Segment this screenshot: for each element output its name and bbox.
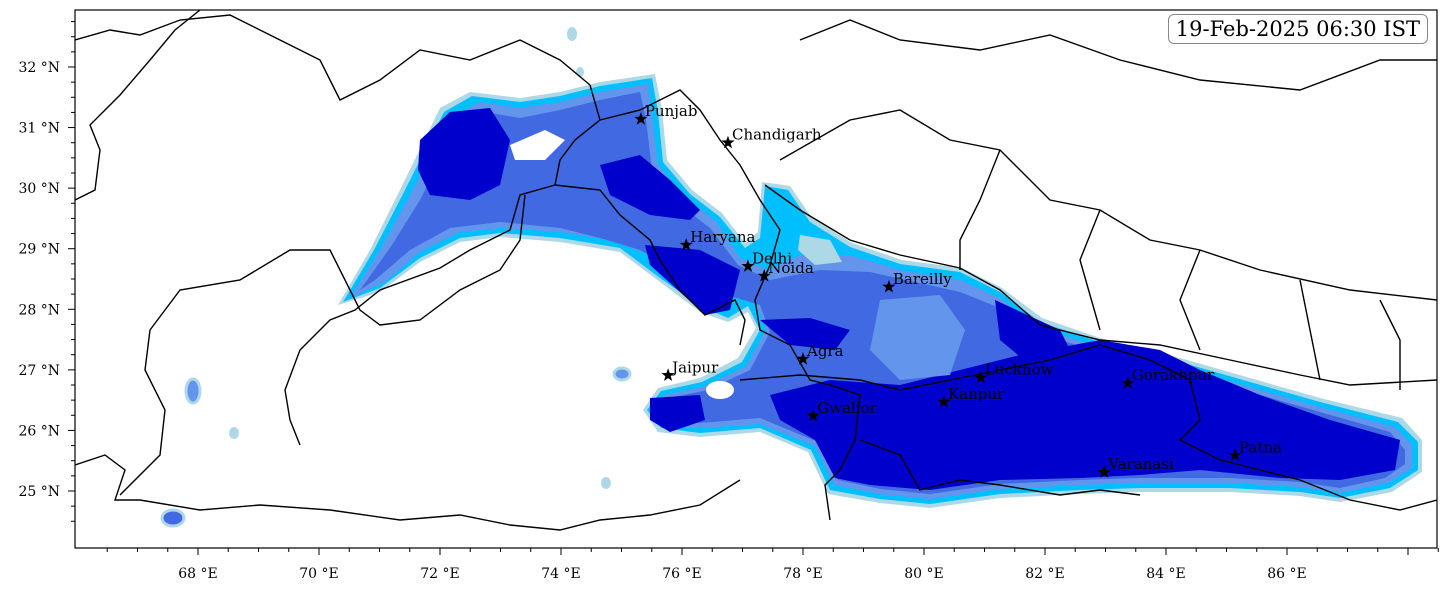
border-line bbox=[779, 109, 1437, 301]
x-tick-label: 68 °E bbox=[178, 566, 217, 582]
x-tick-label: 78 °E bbox=[783, 566, 822, 582]
y-tick-label: 29 °N bbox=[18, 242, 60, 258]
city-marker: Gwalior bbox=[806, 399, 878, 422]
field-blob bbox=[576, 67, 584, 77]
y-tick-label: 32 °N bbox=[18, 60, 60, 76]
x-tick-label: 86 °E bbox=[1267, 566, 1306, 582]
city-label: Gorakhpur bbox=[1132, 366, 1215, 384]
field-level-5 bbox=[770, 340, 1400, 490]
border-line bbox=[119, 329, 166, 496]
field-gap bbox=[510, 130, 565, 160]
field-level-5 bbox=[760, 318, 850, 350]
star-icon bbox=[679, 238, 693, 251]
border-line bbox=[764, 184, 1437, 386]
star-icon bbox=[721, 135, 735, 149]
star-icon bbox=[634, 112, 648, 125]
field-level-5 bbox=[650, 395, 705, 432]
city-marker: Gorakhpur bbox=[1121, 366, 1215, 389]
y-tick-label: 28 °N bbox=[18, 302, 60, 318]
border-line bbox=[75, 10, 201, 201]
city-label: Punjab bbox=[645, 102, 698, 120]
field-level-1 bbox=[798, 235, 842, 265]
city-label: Gwalior bbox=[817, 399, 877, 417]
y-tick-label: 27 °N bbox=[18, 363, 60, 379]
city-marker: Haryana bbox=[679, 228, 756, 251]
field-blob bbox=[612, 366, 632, 382]
field-blob bbox=[567, 27, 577, 41]
city-label: Agra bbox=[806, 342, 844, 360]
star-icon bbox=[882, 279, 896, 293]
axis-ticks: 68 °E 70 °E 72 °E 74 °E 76 °E 78 °E 80 °E 82 °E… bbox=[18, 21, 1439, 582]
city-label: Varanasi bbox=[1107, 455, 1174, 473]
field-blob bbox=[160, 508, 186, 528]
x-tick-label: 84 °E bbox=[1146, 566, 1185, 582]
field-level-5 bbox=[995, 300, 1075, 365]
borders bbox=[75, 10, 1437, 531]
field-level-5 bbox=[600, 155, 700, 220]
city-marker: Jaipur bbox=[661, 358, 719, 381]
city-marker: Kanpur bbox=[937, 385, 1005, 408]
city-marker: Chandigarh bbox=[721, 126, 822, 149]
y-tick-label: 31 °N bbox=[18, 121, 60, 137]
field-level-5 bbox=[645, 245, 740, 315]
border-line bbox=[959, 149, 1401, 390]
x-tick-label: 70 °E bbox=[299, 566, 338, 582]
city-marker: Varanasi bbox=[1097, 455, 1174, 478]
border-line bbox=[599, 89, 861, 521]
city-label: Lucknow bbox=[985, 361, 1054, 379]
y-tick-label: 26 °N bbox=[18, 423, 60, 439]
field-blob bbox=[229, 427, 239, 439]
precip-fields bbox=[160, 27, 1422, 528]
border-line bbox=[75, 454, 741, 531]
city-label: Chandigarh bbox=[732, 126, 822, 144]
field-gap bbox=[706, 381, 734, 399]
y-tick-label: 30 °N bbox=[18, 181, 60, 197]
x-tick-label: 72 °E bbox=[420, 566, 459, 582]
field-blob bbox=[601, 477, 611, 489]
city-label: Haryana bbox=[690, 228, 755, 246]
star-icon bbox=[796, 351, 810, 365]
x-tick-label: 76 °E bbox=[662, 566, 701, 582]
city-label: Delhi bbox=[752, 249, 792, 267]
city-marker: Lucknow bbox=[974, 361, 1054, 384]
city-marker: Agra bbox=[796, 342, 844, 365]
city-label: Kanpur bbox=[948, 385, 1005, 403]
border-line bbox=[739, 344, 1437, 511]
star-icon bbox=[806, 408, 820, 422]
border-line bbox=[799, 19, 1437, 91]
field-level-3 bbox=[870, 295, 965, 380]
city-marker: Bareilly bbox=[882, 270, 952, 293]
star-icon bbox=[1121, 376, 1135, 389]
city-label: Bareilly bbox=[893, 270, 952, 288]
city-label: Patna bbox=[1239, 438, 1282, 456]
star-icon bbox=[661, 368, 675, 381]
y-tick-label: 25 °N bbox=[18, 484, 60, 500]
border-line bbox=[75, 14, 591, 101]
city-label: Noida bbox=[768, 259, 814, 277]
star-icon bbox=[1097, 465, 1111, 478]
star-icon bbox=[937, 395, 951, 408]
city-marker: Noida bbox=[757, 259, 814, 282]
x-tick-label: 74 °E bbox=[541, 566, 580, 582]
border-line bbox=[859, 439, 1141, 496]
star-icon bbox=[1228, 448, 1242, 461]
border-line bbox=[284, 84, 601, 446]
star-icon bbox=[741, 259, 755, 272]
field-blob bbox=[184, 377, 202, 405]
city-marker: Delhi bbox=[741, 249, 792, 272]
star-icon bbox=[757, 269, 771, 282]
city-marker: Patna bbox=[1228, 438, 1282, 461]
star-icon bbox=[974, 370, 988, 384]
field-level-5 bbox=[418, 108, 510, 200]
city-marker: Punjab bbox=[634, 102, 697, 125]
timestamp-label: 19-Feb-2025 06:30 IST bbox=[1167, 14, 1428, 44]
city-label: Jaipur bbox=[670, 358, 719, 376]
border-line bbox=[554, 184, 746, 346]
x-tick-label: 82 °E bbox=[1025, 566, 1064, 582]
border-line bbox=[149, 194, 526, 331]
x-tick-label: 80 °E bbox=[904, 566, 943, 582]
